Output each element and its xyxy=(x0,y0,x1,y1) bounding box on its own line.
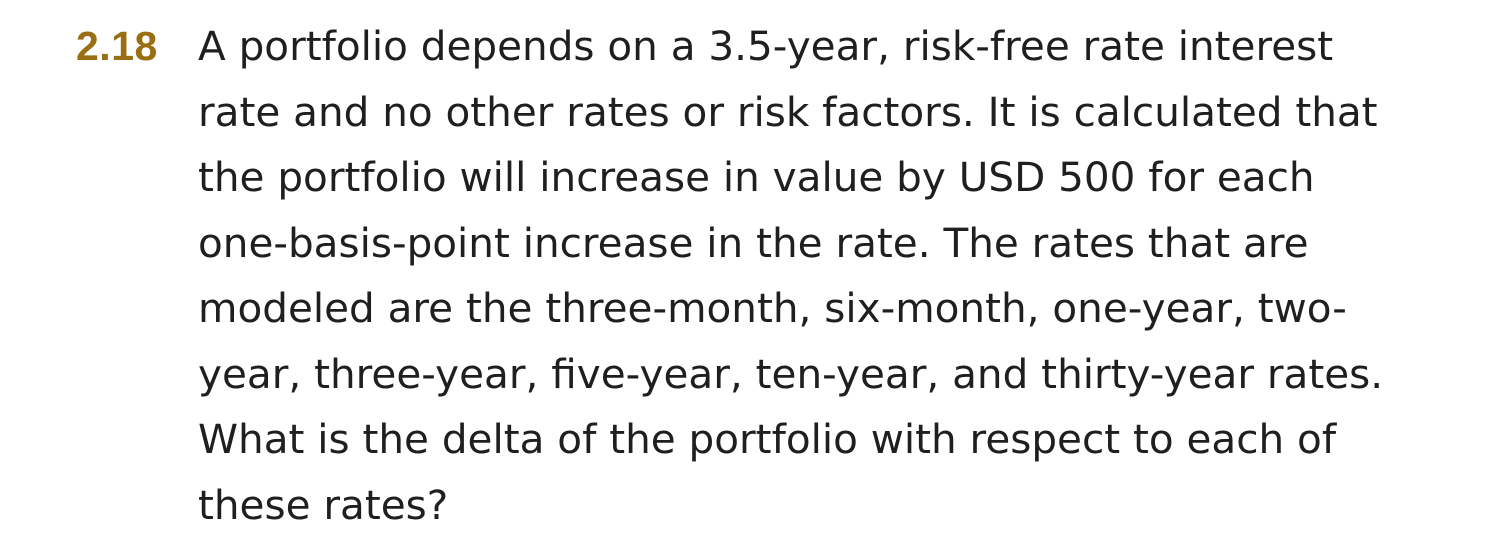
problem-text-line: A portfolio depends on a 3.5-year, risk-… xyxy=(198,22,1334,70)
problem-text-line: the portfolio will increase in value by … xyxy=(198,153,1315,201)
problem-text-line: modeled are the three-month, six-month, … xyxy=(198,284,1347,332)
problem-text: A portfolio depends on a 3.5-year, risk-… xyxy=(198,14,1408,538)
problem-text-line: rate and no other rates or risk factors.… xyxy=(198,87,1378,136)
problem-text-line: What is the delta of the portfolio with … xyxy=(198,415,1337,463)
problem-block: 2.18 A portfolio depends on a 3.5-year, … xyxy=(76,14,1476,538)
problem-text-line: year, three-year, five-year, ten-year, a… xyxy=(198,349,1384,398)
problem-number: 2.18 xyxy=(76,23,158,69)
problem-text-line: these rates? xyxy=(198,480,449,529)
problem-text-line: one-basis-point increase in the rate. Th… xyxy=(198,218,1309,267)
